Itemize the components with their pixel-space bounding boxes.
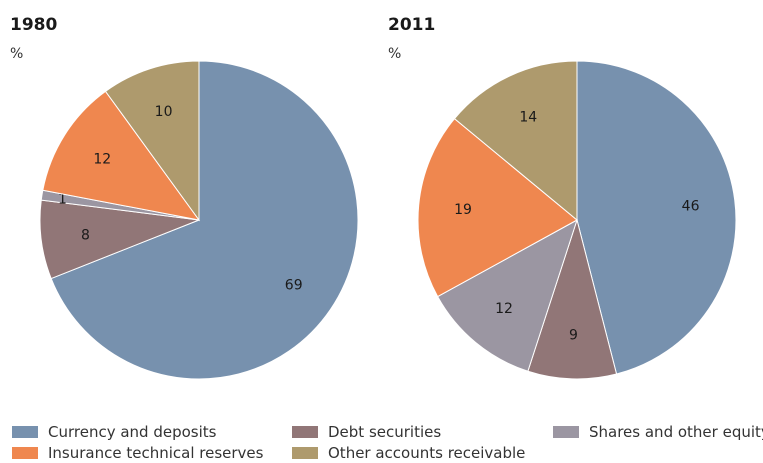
legend-label-debt-securities: Debt securities — [328, 423, 442, 441]
pie-slice-2011-shares_equity — [436, 218, 578, 372]
legend-item-shares-equity: Shares and other equity — [553, 423, 763, 441]
legend-item-insurance-reserves: Insurance technical reserves — [12, 444, 263, 462]
pie-slice-1980-currency_deposits — [50, 60, 359, 380]
pie-value-label-1980-insurance_reserves: 12 — [93, 152, 111, 168]
legend-item-currency-deposits: Currency and deposits — [12, 423, 216, 441]
legend-label-insurance-reserves: Insurance technical reserves — [48, 444, 264, 462]
pie-chart-1980: 1980% 69 8 1 12 10 — [10, 15, 359, 380]
legend-label-other-receivable: Other accounts receivable — [328, 444, 526, 462]
chart-title-2011: 2011 — [388, 15, 435, 35]
legend-label-shares-equity: Shares and other equity — [589, 423, 763, 441]
pie-value-label-2011-currency_deposits: 46 — [682, 199, 700, 215]
chart-title-1980: 1980 — [10, 15, 57, 35]
legend-swatch-other-receivable — [292, 447, 318, 459]
pie-slice-2011-debt_securities — [527, 218, 618, 380]
pie-value-label-1980-currency_deposits: 69 — [285, 277, 303, 293]
pie-value-label-1980-debt_securities: 8 — [81, 227, 90, 243]
pie-value-label-2011-other_receivable: 14 — [519, 109, 537, 125]
legend-swatch-currency-deposits — [12, 426, 38, 438]
legend-item-debt-securities: Debt securities — [292, 423, 441, 441]
legend-swatch-debt-securities — [292, 426, 318, 438]
chart-unit-label-2011: % — [388, 46, 401, 62]
pie-slice-2011-insurance_reserves — [417, 117, 578, 298]
pie-slice-2011-other_receivable — [453, 60, 578, 222]
legend-item-other-receivable: Other accounts receivable — [292, 444, 525, 462]
pie-charts-canvas: 1980% 69 8 1 12 10 2011% 46 9 12 19 14 — [10, 15, 737, 380]
pie-value-label-1980-other_receivable: 10 — [155, 104, 173, 120]
pie-value-label-2011-insurance_reserves: 19 — [454, 202, 472, 218]
legend-swatch-shares-equity — [553, 426, 579, 438]
pie-chart-2011: 2011% 46 9 12 19 14 — [388, 15, 737, 380]
legend-label-currency-deposits: Currency and deposits — [48, 423, 217, 441]
legend: Currency and deposits Debt securities Sh… — [0, 420, 763, 463]
pie-slice-1980-insurance_reserves — [42, 90, 201, 221]
legend-swatch-insurance-reserves — [12, 447, 38, 459]
pie-value-label-2011-shares_equity: 12 — [495, 301, 513, 317]
pie-value-label-2011-debt_securities: 9 — [569, 327, 578, 343]
pie-value-label-1980-shares_equity: 1 — [58, 191, 67, 207]
chart-unit-label-1980: % — [10, 46, 23, 62]
pie-slice-2011-currency_deposits — [576, 60, 737, 375]
pie-slice-1980-other_receivable — [104, 60, 200, 222]
